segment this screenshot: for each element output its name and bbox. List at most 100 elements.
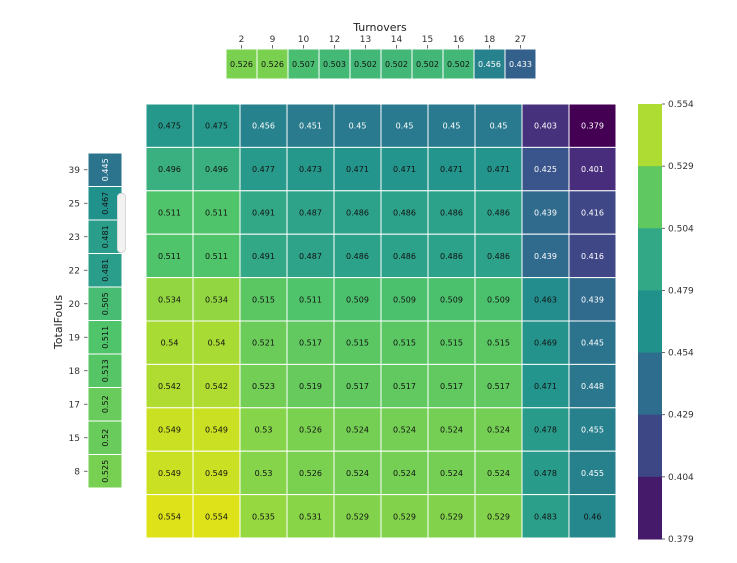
cell-value-label: 0.534 bbox=[158, 295, 181, 304]
cell-value-label: 0.473 bbox=[299, 165, 322, 174]
cell-value-label: 0.471 bbox=[440, 165, 463, 174]
cell-value-label: 0.534 bbox=[205, 295, 228, 304]
cell-value-label: 0.542 bbox=[158, 382, 181, 391]
cell-value-label: 0.515 bbox=[346, 339, 369, 348]
heatmap-cell bbox=[521, 103, 570, 148]
cell-value-label: 0.524 bbox=[440, 469, 463, 478]
col-marginal-value: 0.503 bbox=[323, 60, 346, 69]
heatmap-cell bbox=[521, 363, 570, 409]
heatmap-cell bbox=[333, 494, 382, 539]
cell-value-label: 0.455 bbox=[581, 426, 604, 435]
cell-value-label: 0.542 bbox=[205, 382, 228, 391]
row-marginal-value: 0.481 bbox=[101, 225, 110, 248]
heatmap-cell bbox=[239, 233, 288, 279]
col-marginal-value: 0.502 bbox=[354, 60, 377, 69]
cell-value-label: 0.401 bbox=[581, 165, 604, 174]
cell-value-label: 0.445 bbox=[581, 339, 604, 348]
heatmap-cell bbox=[145, 190, 194, 235]
row-marginal-strip: 0.445 0.467 0.481 0.481 0.505 0.511 0.513 0.52 0… bbox=[87, 152, 123, 489]
cell-value-label: 0.511 bbox=[158, 209, 181, 218]
heatmap-cell bbox=[380, 146, 429, 192]
cell-value-label: 0.524 bbox=[393, 426, 416, 435]
col-tick-label: 12 bbox=[329, 35, 340, 45]
cell-value-label: 0.526 bbox=[299, 426, 322, 435]
cell-value-label: 0.478 bbox=[534, 426, 557, 435]
heatmap-cell bbox=[568, 233, 617, 279]
row-marginal-cell bbox=[87, 186, 123, 221]
heatmap-grid: 0.475 0.475 0.456 0.451 0.45 0.45 0.45 0.45 0.40… bbox=[145, 103, 617, 539]
col-tick-label: 9 bbox=[270, 35, 276, 45]
col-marginal-value: 0.502 bbox=[385, 60, 408, 69]
row-marginal-value: 0.511 bbox=[101, 326, 110, 349]
row-marginal-value: 0.467 bbox=[101, 192, 110, 215]
row-marginal-cell bbox=[87, 320, 123, 355]
col-marginal-cell bbox=[380, 48, 413, 80]
cell-value-label: 0.448 bbox=[581, 382, 604, 391]
cell-value-label: 0.531 bbox=[299, 512, 322, 521]
cell-value-label: 0.524 bbox=[487, 426, 510, 435]
heatmap-cell bbox=[286, 233, 335, 279]
cell-value-label: 0.486 bbox=[487, 252, 510, 261]
cell-value-label: 0.524 bbox=[440, 426, 463, 435]
row-marginal-cell bbox=[87, 387, 123, 422]
col-marginal-cell bbox=[318, 48, 351, 80]
scroll-handle[interactable] bbox=[117, 193, 126, 253]
heatmap-cell bbox=[474, 146, 523, 192]
row-marginal-value: 0.52 bbox=[101, 429, 110, 447]
col-marginal-value: 0.456 bbox=[478, 60, 501, 69]
colorbar-segment bbox=[638, 414, 662, 478]
colorbar-segment bbox=[638, 352, 662, 416]
col-tick-label: 13 bbox=[360, 35, 371, 45]
cell-value-label: 0.496 bbox=[158, 165, 181, 174]
cell-value-label: 0.517 bbox=[487, 382, 510, 391]
colorbar-tick-label: 0.379 bbox=[668, 535, 694, 545]
heatmap-cell bbox=[286, 277, 335, 322]
row-marginal-cell bbox=[87, 420, 123, 455]
row-tick-label: 18 bbox=[69, 367, 81, 377]
heatmap-cell bbox=[427, 103, 476, 148]
cell-value-label: 0.463 bbox=[534, 295, 557, 304]
cell-value-label: 0.478 bbox=[534, 469, 557, 478]
cell-value-label: 0.491 bbox=[252, 252, 275, 261]
row-marginal-value: 0.52 bbox=[101, 395, 110, 413]
col-marginal-value: 0.526 bbox=[230, 60, 253, 69]
heatmap-cell bbox=[474, 190, 523, 235]
heatmap-cell bbox=[145, 494, 194, 539]
heatmap-cell bbox=[239, 146, 288, 192]
cell-value-label: 0.549 bbox=[158, 469, 181, 478]
cell-value-label: 0.509 bbox=[346, 295, 369, 304]
cell-value-label: 0.515 bbox=[252, 295, 275, 304]
cell-value-label: 0.509 bbox=[393, 295, 416, 304]
row-marginal-cell bbox=[87, 286, 123, 321]
heatmap-cell bbox=[568, 320, 617, 365]
cell-value-label: 0.517 bbox=[440, 382, 463, 391]
heatmap-cell bbox=[380, 494, 429, 539]
col-marginal-value: 0.526 bbox=[261, 60, 284, 69]
cell-value-label: 0.475 bbox=[158, 122, 181, 131]
row-marginal-value: 0.445 bbox=[101, 158, 110, 181]
col-marginal-value: 0.433 bbox=[509, 60, 532, 69]
heatmap-cell bbox=[474, 103, 523, 148]
heatmap-cell bbox=[521, 494, 570, 539]
colorbar-segment bbox=[638, 166, 662, 229]
col-marginal-value: 0.502 bbox=[447, 60, 470, 69]
cell-value-label: 0.486 bbox=[346, 209, 369, 218]
heatmap-cell bbox=[568, 103, 617, 148]
heatmap-cell bbox=[145, 320, 194, 365]
heatmap-cell bbox=[474, 233, 523, 279]
colorbar-segment bbox=[638, 290, 662, 354]
heatmap-cell bbox=[192, 407, 241, 452]
y-axis-label: TotalFouls bbox=[52, 295, 65, 350]
heatmap-cell bbox=[521, 233, 570, 279]
cell-value-label: 0.529 bbox=[393, 512, 416, 521]
cell-value-label: 0.486 bbox=[393, 209, 416, 218]
heatmap-cell bbox=[474, 277, 523, 322]
heatmap-cell bbox=[239, 450, 288, 496]
x-axis-label: Turnovers bbox=[352, 21, 407, 34]
cell-value-label: 0.486 bbox=[440, 252, 463, 261]
cell-value-label: 0.524 bbox=[346, 469, 369, 478]
cell-value-label: 0.496 bbox=[205, 165, 228, 174]
col-marginal-value: 0.507 bbox=[292, 60, 315, 69]
cell-value-label: 0.517 bbox=[299, 339, 322, 348]
col-tick-label: 10 bbox=[298, 35, 310, 45]
